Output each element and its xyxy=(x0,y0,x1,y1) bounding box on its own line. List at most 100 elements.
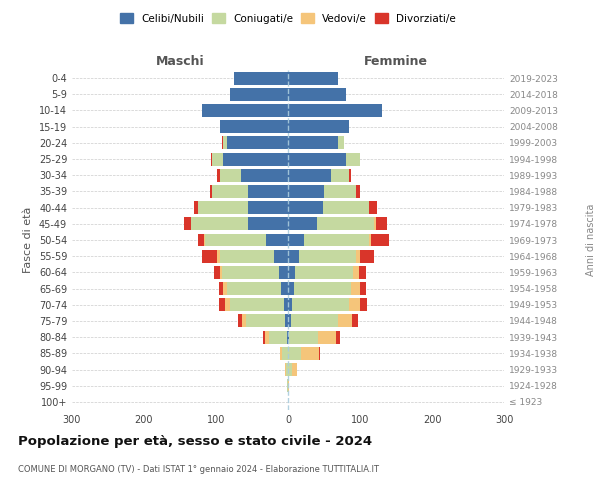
Bar xyxy=(205,234,266,246)
Text: Maschi: Maschi xyxy=(155,56,205,68)
Bar xyxy=(202,104,288,117)
Bar xyxy=(230,298,284,311)
Bar xyxy=(359,266,366,279)
Bar xyxy=(288,104,382,117)
Bar xyxy=(288,250,299,262)
Bar xyxy=(299,250,356,262)
Y-axis label: Fasce di età: Fasce di età xyxy=(23,207,33,273)
Bar xyxy=(224,298,230,311)
Bar xyxy=(292,363,298,376)
Bar xyxy=(356,185,360,198)
Bar xyxy=(288,282,294,295)
Bar xyxy=(288,379,289,392)
Bar xyxy=(220,169,241,181)
Bar xyxy=(324,185,356,198)
Bar xyxy=(234,72,288,85)
Bar xyxy=(214,266,220,279)
Text: COMUNE DI MORGANO (TV) - Dati ISTAT 1° gennaio 2024 - Elaborazione TUTTITALIA.IT: COMUNE DI MORGANO (TV) - Dati ISTAT 1° g… xyxy=(18,465,379,474)
Bar xyxy=(346,152,360,166)
Bar xyxy=(241,169,288,181)
Bar xyxy=(291,314,338,328)
Bar xyxy=(352,314,358,328)
Bar xyxy=(370,201,377,214)
Bar xyxy=(288,152,346,166)
Bar xyxy=(288,136,338,149)
Bar xyxy=(212,152,223,166)
Bar xyxy=(220,120,288,133)
Bar xyxy=(360,250,374,262)
Bar xyxy=(353,266,359,279)
Bar xyxy=(360,282,366,295)
Bar xyxy=(217,250,220,262)
Bar xyxy=(368,234,371,246)
Bar xyxy=(288,234,304,246)
Bar xyxy=(265,330,269,344)
Bar xyxy=(292,298,349,311)
Bar xyxy=(223,282,227,295)
Bar xyxy=(287,330,288,344)
Bar xyxy=(336,330,340,344)
Bar xyxy=(248,201,288,214)
Bar xyxy=(227,136,288,149)
Bar xyxy=(217,169,220,181)
Bar xyxy=(223,152,288,166)
Bar xyxy=(288,72,338,85)
Bar xyxy=(219,282,223,295)
Bar xyxy=(289,330,318,344)
Bar xyxy=(286,363,288,376)
Bar xyxy=(304,234,368,246)
Bar xyxy=(280,266,288,279)
Bar xyxy=(184,218,191,230)
Bar xyxy=(338,314,352,328)
Bar xyxy=(360,298,367,311)
Bar xyxy=(352,282,360,295)
Bar xyxy=(242,314,245,328)
Bar xyxy=(288,169,331,181)
Bar xyxy=(198,234,204,246)
Bar xyxy=(285,363,286,376)
Bar xyxy=(288,88,346,101)
Bar xyxy=(220,250,274,262)
Bar xyxy=(238,314,242,328)
Bar xyxy=(371,234,389,246)
Bar xyxy=(248,218,288,230)
Bar xyxy=(230,88,288,101)
Bar xyxy=(376,218,386,230)
Bar xyxy=(317,218,374,230)
Bar xyxy=(223,136,227,149)
Bar xyxy=(202,250,217,262)
Bar xyxy=(280,347,282,360)
Bar xyxy=(198,201,248,214)
Bar xyxy=(191,218,248,230)
Bar xyxy=(274,250,288,262)
Bar xyxy=(288,120,349,133)
Bar xyxy=(288,363,292,376)
Bar xyxy=(288,298,292,311)
Bar xyxy=(227,282,281,295)
Bar xyxy=(194,201,198,214)
Bar xyxy=(338,136,344,149)
Legend: Celibi/Nubili, Coniugati/e, Vedovi/e, Divorziati/e: Celibi/Nubili, Coniugati/e, Vedovi/e, Di… xyxy=(117,10,459,26)
Text: Anni di nascita: Anni di nascita xyxy=(586,204,596,276)
Text: Popolazione per età, sesso e stato civile - 2024: Popolazione per età, sesso e stato civil… xyxy=(18,435,372,448)
Bar xyxy=(319,347,320,360)
Bar xyxy=(294,282,352,295)
Bar xyxy=(301,347,319,360)
Bar xyxy=(220,266,222,279)
Bar xyxy=(284,298,288,311)
Bar xyxy=(219,298,224,311)
Bar xyxy=(211,152,212,166)
Bar xyxy=(287,379,288,392)
Bar xyxy=(349,169,350,181)
Bar xyxy=(288,314,291,328)
Bar xyxy=(288,266,295,279)
Bar xyxy=(263,330,265,344)
Bar xyxy=(210,185,212,198)
Bar xyxy=(245,314,285,328)
Text: Femmine: Femmine xyxy=(364,56,428,68)
Bar xyxy=(356,250,360,262)
Bar xyxy=(266,234,288,246)
Bar xyxy=(349,298,360,311)
Bar xyxy=(288,330,289,344)
Bar xyxy=(212,185,248,198)
